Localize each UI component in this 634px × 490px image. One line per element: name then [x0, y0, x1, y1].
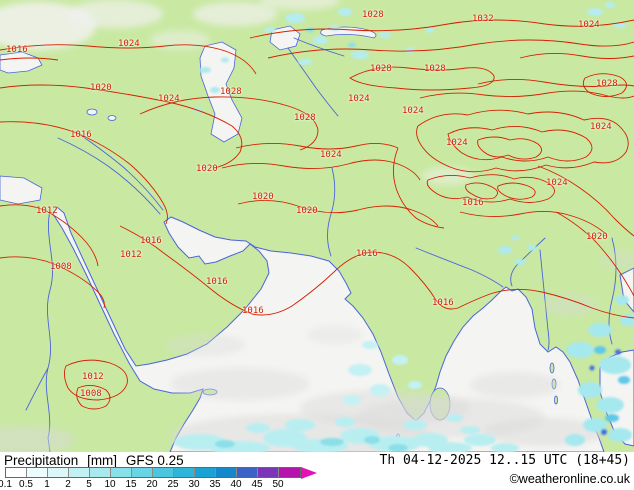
lake-van: [107, 115, 117, 121]
precipitation-layer: [174, 2, 634, 452]
andaman-islands: [549, 362, 555, 374]
legend-tick-label: 45: [251, 479, 263, 490]
map-footer: Precipitation [mm] GFS 0.25 0.1 0.5 1 2 5 10 1…: [0, 452, 634, 490]
legend-tick-label: 15: [125, 479, 137, 490]
brahmaputra-river: [510, 237, 546, 287]
legend-segment: [90, 468, 111, 477]
legend-segment: [132, 468, 153, 477]
legend-tick-label: 30: [188, 479, 200, 490]
legend-tick-label: 35: [209, 479, 221, 490]
legend-tick-label: 10: [104, 479, 116, 490]
indus-river: [327, 167, 336, 257]
legend-segment: [27, 468, 48, 477]
legend-segment: [216, 468, 237, 477]
aral-sea: [269, 25, 301, 51]
nile-river: [45, 209, 53, 452]
gulf-of-tonkin: [619, 267, 634, 313]
irrawaddy-river: [539, 249, 550, 351]
legend-tick-label: 1: [44, 479, 50, 490]
legend-arrow: [301, 467, 317, 479]
isobar-layer: [0, 19, 634, 410]
legend-colorbar: [5, 467, 301, 478]
legend-segment: [153, 468, 174, 477]
white-nile-river: [25, 367, 49, 411]
model-label: GFS 0.25: [125, 453, 184, 468]
black-sea: [0, 51, 43, 74]
legend-segment: [258, 468, 279, 477]
unit-label: [mm]: [87, 453, 118, 468]
legend-tick-label: 50: [272, 479, 284, 490]
lake-urmia: [86, 108, 98, 116]
syr-darya-river: [293, 37, 345, 57]
legend-segment: [111, 468, 132, 477]
legend-segment: [237, 468, 258, 477]
caspian-sea: [199, 41, 243, 143]
legend-segment: [279, 468, 300, 477]
tigris-river: [75, 131, 164, 211]
legend-segment: [174, 468, 195, 477]
euphrates-river: [57, 137, 161, 215]
legend-tick-label: 40: [230, 479, 242, 490]
map-title: Precipitation [mm] GFS 0.25: [4, 453, 184, 468]
legend-segment: [48, 468, 69, 477]
legend-tick-label: 0.1: [0, 479, 12, 490]
weather-map: 1016 1024 1020 1024 1028 1028 1032 1024 1028 1028…: [0, 0, 634, 452]
legend-tick-label: 2: [65, 479, 71, 490]
nicobar-islands: [554, 395, 558, 405]
ganges-river: [415, 247, 504, 288]
legend-segment: [69, 468, 90, 477]
legend-segment: [6, 468, 27, 477]
legend-tick-label: 20: [146, 479, 158, 490]
map-canvas: [0, 0, 634, 452]
legend-ticks: 0.1 0.5 1 2 5 10 15 20 25 30 35 40 45 50: [0, 479, 335, 490]
forecast-datetime: Th 04-12-2025 12..15 UTC (18+45): [379, 453, 630, 468]
mediterranean-sea: [0, 175, 43, 205]
legend-tick-label: 5: [86, 479, 92, 490]
product-label: Precipitation: [4, 453, 79, 468]
legend-tick-label: 0.5: [19, 479, 33, 490]
amu-darya-river: [287, 47, 339, 117]
legend-tick-label: 25: [167, 479, 179, 490]
legend-segment: [195, 468, 216, 477]
copyright-link[interactable]: ©weatheronline.co.uk: [509, 472, 630, 486]
